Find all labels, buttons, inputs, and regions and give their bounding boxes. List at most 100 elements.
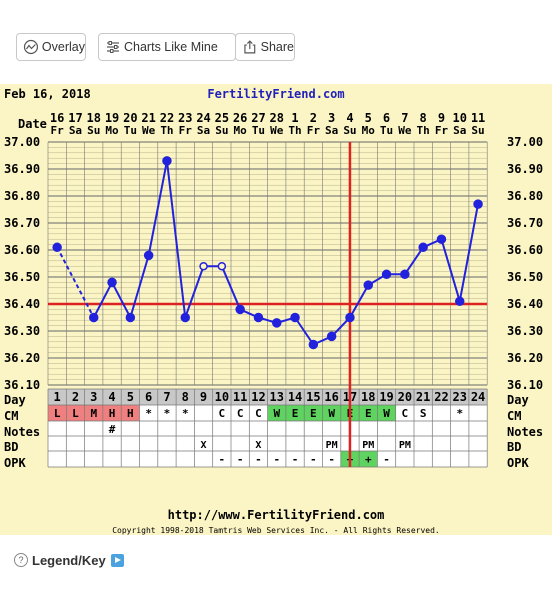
y-tick-label: 36.30 <box>4 324 40 338</box>
day-number: 22 <box>434 390 448 404</box>
temperature-point[interactable] <box>381 269 392 280</box>
day-number: 11 <box>233 390 247 404</box>
temperature-point[interactable] <box>455 296 465 307</box>
day-number: 3 <box>90 390 97 404</box>
temperature-point[interactable] <box>52 242 62 253</box>
weekday-label: Th <box>288 124 301 137</box>
temperature-point[interactable] <box>253 312 264 323</box>
charts-like-mine-label: Charts Like Mine <box>124 40 218 54</box>
cm-cell-fill <box>102 405 122 421</box>
weekday-label: We <box>142 124 156 137</box>
day-number: 2 <box>72 390 79 404</box>
weekday-label: Fr <box>51 124 65 137</box>
date-label: 20 <box>123 111 137 125</box>
cm-cell-fill <box>377 405 396 421</box>
date-label: 9 <box>438 111 445 125</box>
cm-value: E <box>310 407 317 420</box>
cm-value: C <box>237 407 244 420</box>
temperature-segment <box>220 265 242 310</box>
footer-url[interactable]: http://www.FertilityFriend.com <box>168 508 385 522</box>
day-number: 7 <box>163 390 170 404</box>
temperature-point[interactable] <box>400 269 410 280</box>
weekday-label: Tu <box>252 124 265 137</box>
weekday-label: Su <box>87 124 100 137</box>
day-number: 6 <box>145 390 152 404</box>
cm-cell-fill <box>322 405 341 421</box>
bd-value: X <box>201 440 207 451</box>
share-icon <box>244 40 256 54</box>
weekday-label: Sa <box>69 124 82 137</box>
share-button[interactable]: Share <box>235 33 295 61</box>
day-number: 19 <box>379 390 393 404</box>
weekday-label: Mo <box>234 124 248 137</box>
temperature-segment <box>294 316 315 346</box>
y-tick-label: 36.80 <box>4 189 40 203</box>
cm-value: L <box>54 407 61 420</box>
cm-cell-fill <box>84 405 103 421</box>
temperature-point[interactable] <box>272 318 282 328</box>
cm-cell-fill <box>267 405 286 421</box>
row-label-bd-right: BD <box>507 440 521 454</box>
cm-value: W <box>273 407 280 420</box>
temperature-segment <box>129 255 150 318</box>
opk-value: - <box>310 453 317 466</box>
temperature-point[interactable] <box>180 312 190 323</box>
date-label: 22 <box>160 111 174 125</box>
opk-value: - <box>255 453 262 466</box>
weekday-label: Sa <box>453 124 466 137</box>
cm-cell-fill <box>285 405 305 421</box>
day-number: 12 <box>251 390 265 404</box>
temperature-point[interactable] <box>436 234 447 244</box>
date-label: 24 <box>196 111 210 125</box>
date-label: 7 <box>401 111 408 125</box>
temperature-point[interactable] <box>345 312 355 323</box>
day-number: 14 <box>288 390 302 404</box>
weekday-label: We <box>270 124 284 137</box>
y-tick-label-right: 36.30 <box>507 324 543 338</box>
opk-value: - <box>383 453 390 466</box>
row-label-day: Day <box>4 393 26 407</box>
temperature-point[interactable] <box>125 312 136 323</box>
temperature-point[interactable] <box>235 304 245 315</box>
temperature-point[interactable] <box>89 312 99 323</box>
temperature-point[interactable] <box>143 250 154 261</box>
y-tick-label-right: 36.90 <box>507 162 543 176</box>
y-tick-label: 36.50 <box>4 270 40 284</box>
opk-positive-fill <box>359 451 378 467</box>
temperature-point[interactable] <box>418 242 428 253</box>
cm-value: S <box>420 407 427 420</box>
legend-key-link[interactable]: ? Legend/Key <box>14 550 124 570</box>
temperature-point[interactable] <box>199 261 208 271</box>
temperature-point[interactable] <box>363 280 373 290</box>
temperature-point[interactable] <box>326 331 337 342</box>
weekday-label: Th <box>160 124 173 137</box>
date-label: 6 <box>383 111 390 125</box>
weekday-label: Fr <box>179 124 193 137</box>
y-tick-label: 36.60 <box>4 243 40 257</box>
temperature-point[interactable] <box>308 339 319 350</box>
y-tick-label: 36.70 <box>4 216 40 230</box>
chart-line-icon <box>23 39 39 55</box>
weekday-label: Su <box>471 124 484 137</box>
temperature-point[interactable] <box>107 277 117 288</box>
cm-value: L <box>72 407 79 420</box>
chart-start-date: Feb 16, 2018 <box>4 87 91 101</box>
note-value: # <box>109 423 116 436</box>
day-number: 23 <box>453 390 467 404</box>
charts-like-mine-button[interactable]: Charts Like Mine <box>98 33 236 61</box>
date-label: 21 <box>141 111 155 125</box>
weekday-label: Su <box>343 124 356 137</box>
date-label: 28 <box>270 111 284 125</box>
row-label-notes: Notes <box>4 425 40 439</box>
temperature-point[interactable] <box>217 261 227 271</box>
date-row-label: Date <box>18 117 47 131</box>
date-label: 11 <box>471 111 485 125</box>
temperature-point[interactable] <box>290 312 300 323</box>
cm-cell-fill <box>66 405 85 421</box>
temperature-point[interactable] <box>473 199 483 209</box>
temperature-segment <box>147 160 168 256</box>
day-number: 4 <box>108 390 115 404</box>
temperature-point[interactable] <box>162 156 172 166</box>
cm-value: * <box>164 407 171 420</box>
overlay-button[interactable]: Overlay <box>16 33 86 61</box>
